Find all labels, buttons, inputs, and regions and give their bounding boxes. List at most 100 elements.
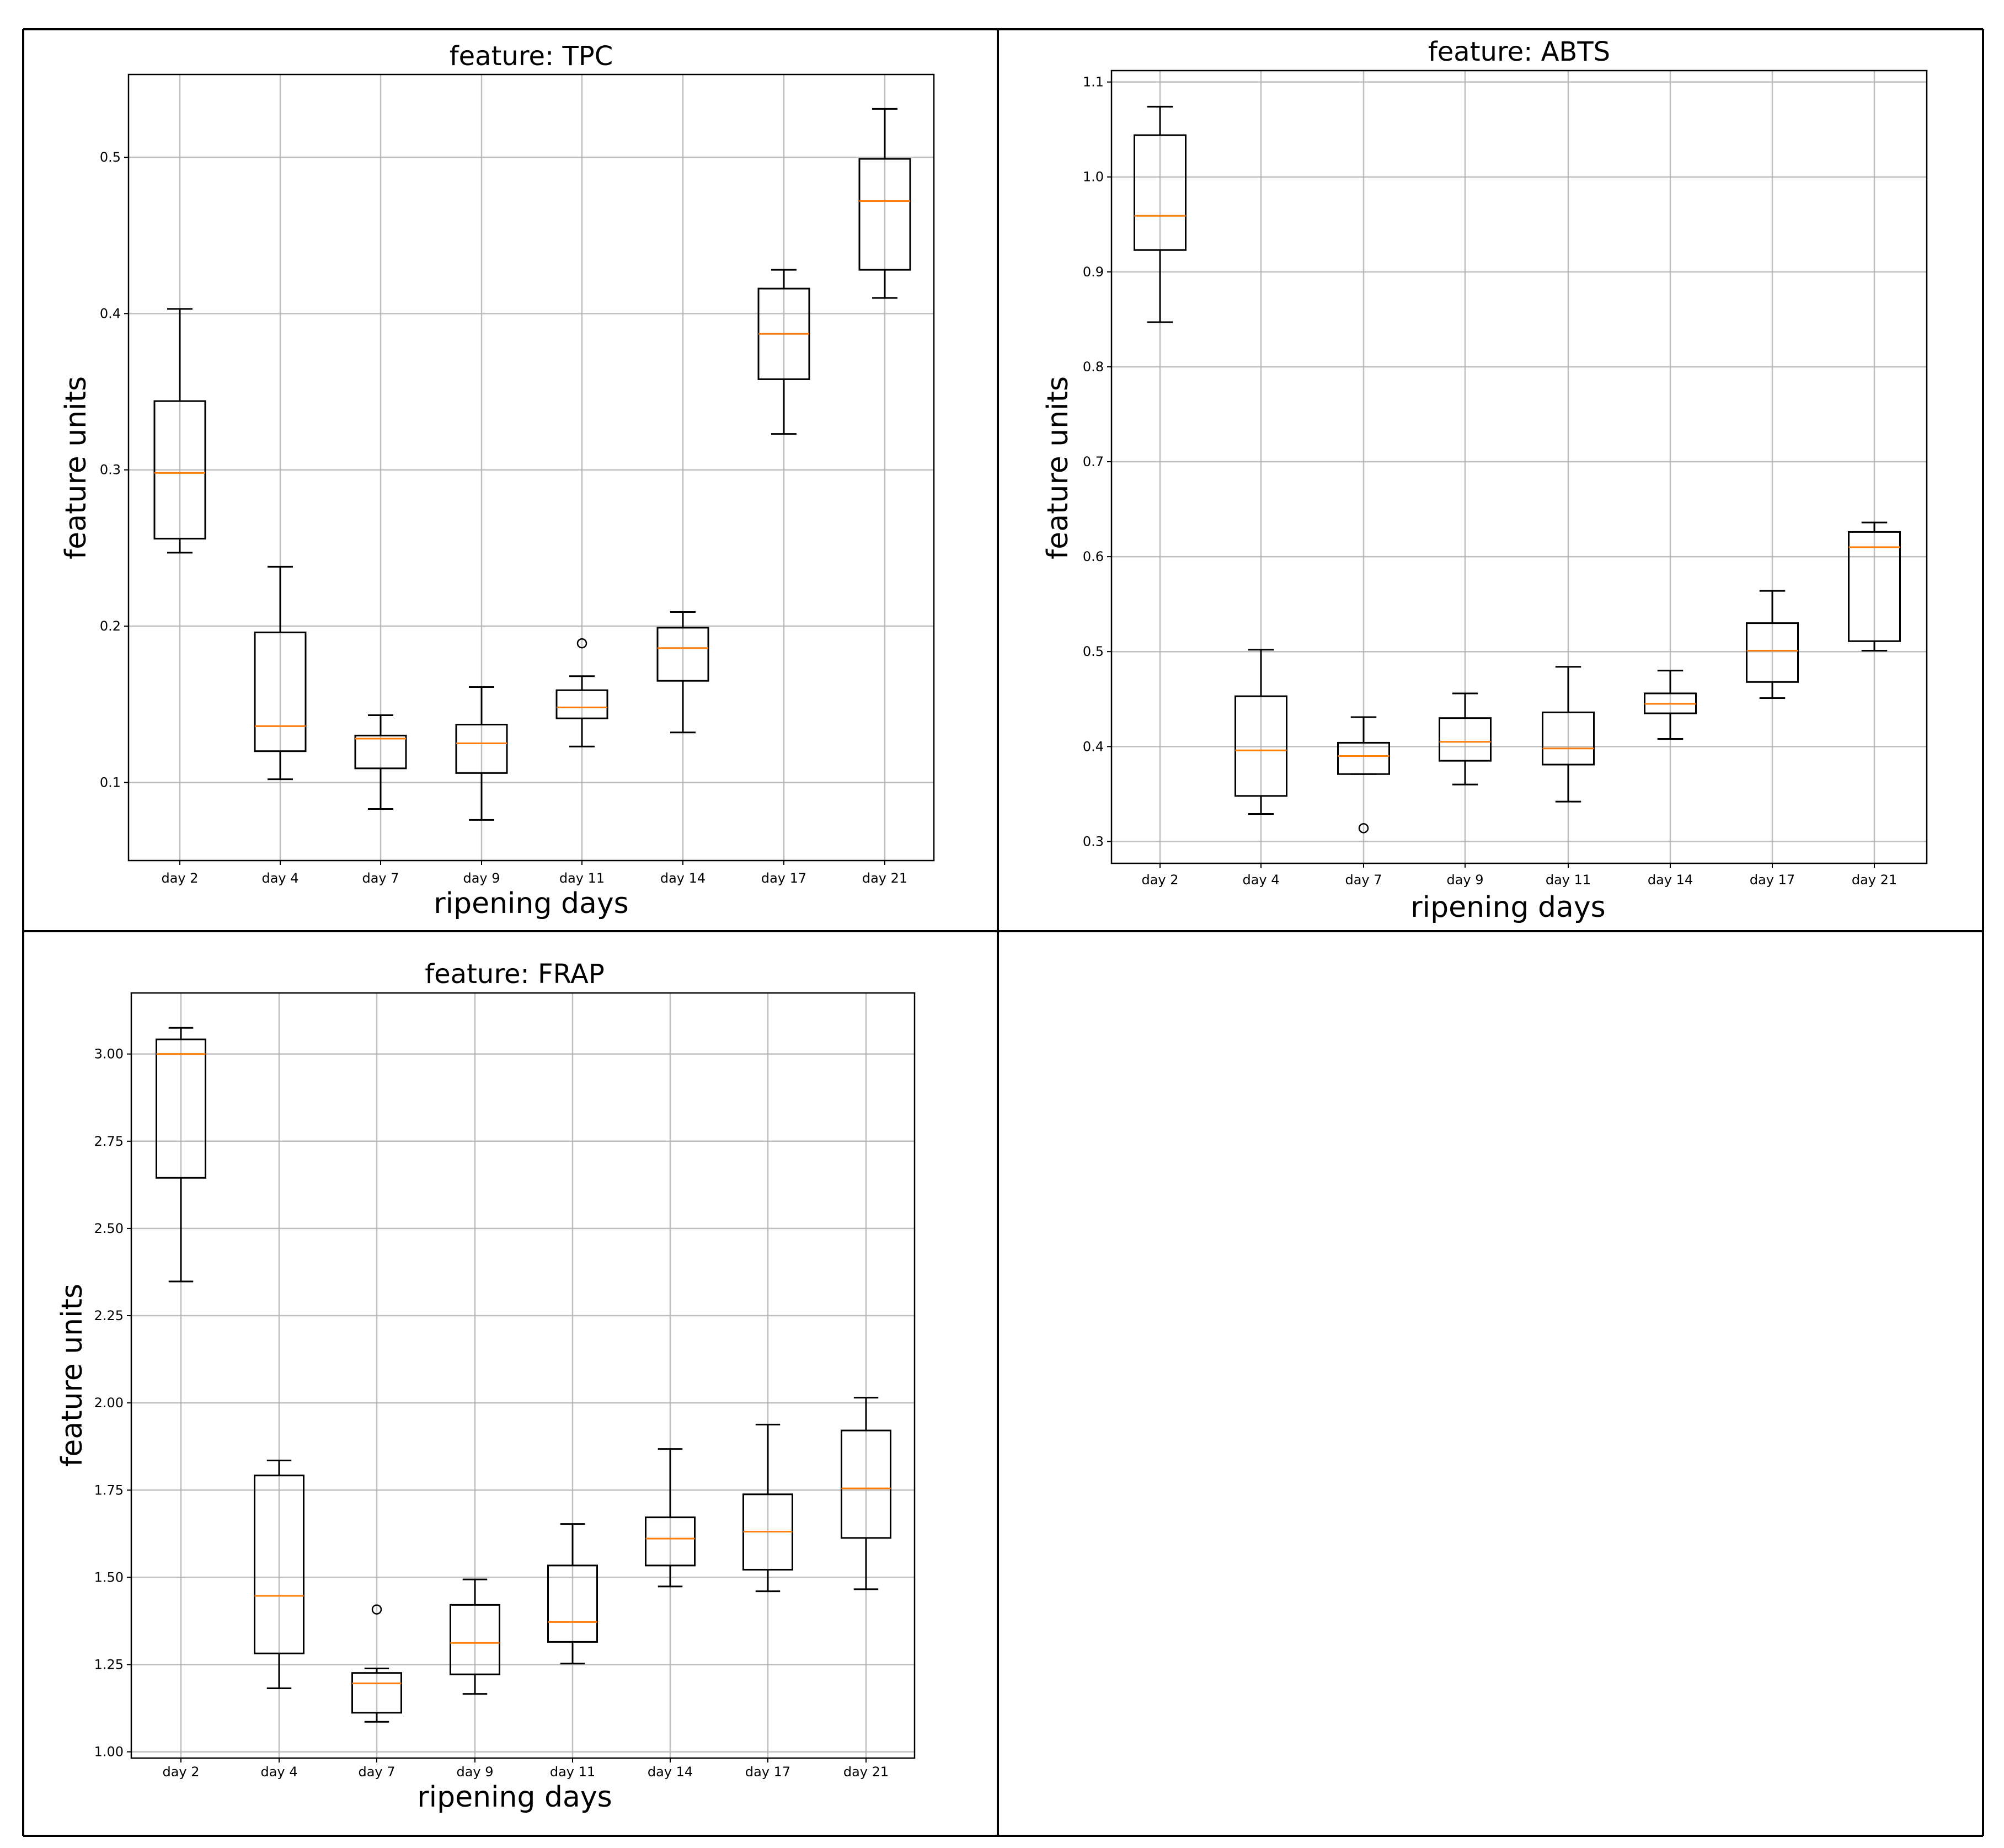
plot-frame (1110, 70, 1928, 864)
box-day-11 (547, 1523, 598, 1665)
y-tick-label: 2.25 (94, 1308, 124, 1323)
iqr-box (1746, 622, 1799, 683)
box-day-2 (1134, 105, 1187, 323)
x-tick-label: day 2 (161, 870, 198, 886)
box-day-11 (1542, 666, 1595, 803)
box-day-9 (455, 686, 508, 821)
box-day-2 (153, 308, 206, 554)
x-tick-label: day 9 (456, 1764, 493, 1780)
panel-grid (22, 28, 1984, 1837)
box-day-21 (841, 1397, 891, 1590)
y-tick-label: 2.50 (94, 1221, 124, 1236)
x-axis-label: ripening days (417, 1781, 612, 1814)
axes: day 2 day 4 day 7 day 9 day 11 day 14 day 17 da… (1083, 74, 1897, 888)
y-axis-label: feature units (1041, 376, 1075, 559)
x-tick-label: day 11 (550, 1764, 595, 1780)
x-tick-label: day 4 (1242, 872, 1279, 888)
y-tick-label: 0.4 (100, 306, 121, 321)
iqr-box (1235, 695, 1287, 797)
x-tick-label: day 9 (1446, 872, 1483, 888)
y-tick-label: 0.9 (1083, 264, 1104, 280)
iqr-box (450, 1604, 500, 1675)
y-tick-label: 0.4 (1083, 739, 1104, 754)
outlier-point (576, 638, 587, 649)
x-tick-label: day 17 (1750, 872, 1795, 888)
y-tick-label: 2.00 (94, 1395, 124, 1411)
y-tick-label: 0.2 (100, 618, 121, 634)
y-tick-label: 1.00 (94, 1744, 124, 1760)
iqr-box (354, 734, 407, 770)
y-tick-label: 0.5 (1083, 644, 1104, 659)
box-day-7 (1337, 716, 1390, 834)
box-day-2 (156, 1027, 206, 1283)
iqr-box (351, 1672, 402, 1714)
x-tick-label: day 7 (1345, 872, 1382, 888)
y-tick-label: 1.1 (1083, 74, 1104, 90)
y-axis-label: feature units (60, 376, 93, 559)
x-tick-label: day 14 (1648, 872, 1693, 888)
box-day-9 (450, 1578, 500, 1695)
box-day-4 (254, 565, 307, 781)
chart-abts: day 2 day 4 day 7 day 9 day 11 day 14 day 17 da… (1041, 36, 1928, 924)
iqr-box (1542, 711, 1595, 766)
chart-title: feature: TPC (450, 41, 613, 72)
iqr-box (656, 627, 709, 682)
x-axis-label: ripening days (1410, 891, 1605, 924)
x-tick-label: day 2 (1141, 872, 1178, 888)
axes: day 2 day 4 day 7 day 9 day 11 day 14 day 17 da… (94, 1046, 889, 1780)
grid-lines (131, 993, 915, 1758)
box-day-11 (555, 638, 608, 747)
outlier-point (1358, 823, 1369, 834)
outlier-point (371, 1604, 382, 1615)
iqr-box (1337, 741, 1390, 775)
x-tick-label: day 11 (559, 870, 605, 886)
y-tick-label: 0.3 (1083, 834, 1104, 849)
y-tick-label: 0.1 (100, 775, 121, 790)
y-axis-label: feature units (56, 1284, 89, 1467)
x-tick-label: day 9 (463, 870, 500, 886)
iqr-box (254, 631, 307, 752)
box-day-14 (656, 611, 709, 734)
y-tick-label: 0.5 (100, 149, 121, 165)
y-tick-label: 1.0 (1083, 169, 1104, 185)
box-day-9 (1439, 692, 1492, 786)
y-tick-label: 1.50 (94, 1569, 124, 1585)
x-tick-label: day 7 (362, 870, 399, 886)
x-tick-label: day 14 (660, 870, 706, 886)
x-tick-label: day 21 (843, 1764, 889, 1780)
iqr-box (555, 689, 608, 719)
x-tick-label: day 2 (162, 1764, 199, 1780)
x-tick-label: day 14 (648, 1764, 693, 1780)
y-tick-label: 3.00 (94, 1046, 124, 1062)
box-day-7 (354, 714, 407, 810)
x-tick-label: day 21 (1852, 872, 1897, 888)
box-day-17 (757, 269, 810, 435)
x-tick-label: day 4 (261, 870, 298, 886)
iqr-box (153, 400, 206, 540)
x-axis-label: ripening days (434, 887, 628, 920)
chart-title: feature: ABTS (1428, 36, 1610, 67)
iqr-box (1439, 717, 1492, 762)
iqr-box (156, 1038, 206, 1179)
plot-frame (127, 73, 935, 862)
y-tick-label: 0.8 (1083, 359, 1104, 375)
x-tick-label: day 7 (358, 1764, 395, 1780)
chart-tpc: day 2 day 4 day 7 day 9 day 11 day 14 day 17 da… (60, 41, 935, 920)
x-tick-label: day 17 (745, 1764, 790, 1780)
box-day-17 (1746, 590, 1799, 699)
iqr-box (547, 1564, 598, 1643)
chart-frap: day 2 day 4 day 7 day 9 day 11 day 14 day 17 da… (56, 959, 916, 1814)
box-day-4 (254, 1460, 304, 1690)
y-tick-label: 0.6 (1083, 549, 1104, 564)
y-tick-label: 1.75 (94, 1482, 124, 1498)
box-day-14 (645, 1448, 696, 1588)
iqr-box (645, 1516, 696, 1567)
chart-title: feature: FRAP (425, 959, 605, 990)
iqr-box (858, 158, 911, 271)
iqr-box (1848, 531, 1901, 642)
iqr-box (455, 724, 508, 774)
x-tick-label: day 4 (260, 1764, 297, 1780)
iqr-box (1134, 134, 1187, 251)
boxplots (156, 1027, 891, 1723)
